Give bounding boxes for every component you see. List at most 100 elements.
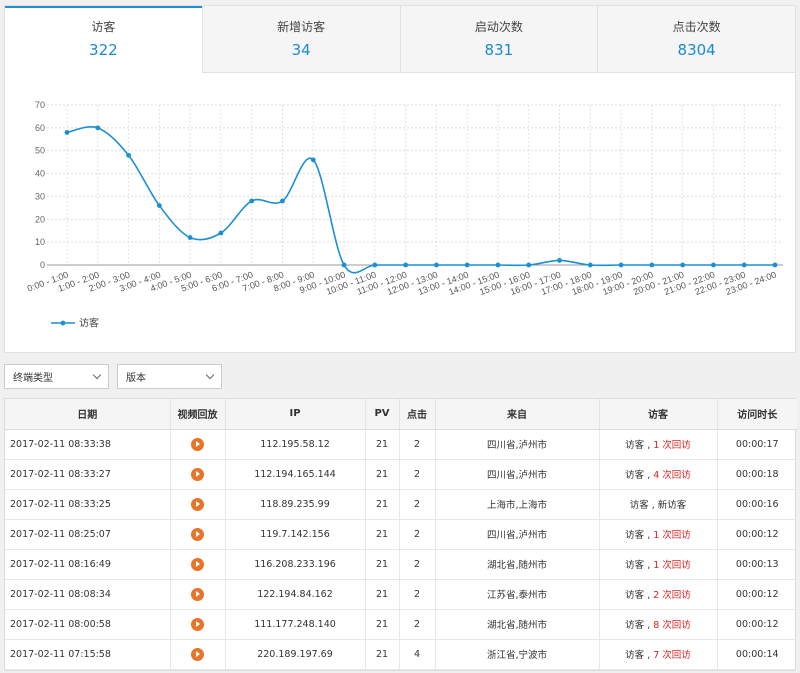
visitor-type: 访客 , [625, 470, 654, 481]
cell-clicks: 2 [399, 519, 436, 550]
cell-pv: 21 [365, 639, 400, 670]
cell-clicks: 2 [399, 579, 436, 610]
play-icon[interactable] [191, 557, 204, 571]
cell-from: 上海市,上海市 [435, 489, 600, 520]
tab-visitors[interactable]: 访客 322 [5, 6, 202, 73]
visitor-type: 访客 , [625, 530, 654, 541]
table-row: 2017-02-11 08:33:38 112.195.58.12 21 2 四… [5, 429, 797, 460]
cell-duration: 00:00:18 [717, 459, 797, 490]
cell-visitor: 访客 , 1 次回访 [599, 519, 718, 550]
cell-pv: 21 [365, 459, 400, 490]
data-point [464, 262, 470, 268]
data-point [649, 262, 655, 268]
cell-from: 四川省,泸州市 [435, 459, 600, 490]
cell-from: 四川省,泸州市 [435, 519, 600, 550]
cell-duration: 00:00:12 [717, 579, 797, 610]
cell-ip: 111.177.248.140 [225, 609, 366, 640]
cell-pv: 21 [365, 609, 400, 640]
return-visits: 1 次回访 [653, 440, 691, 451]
return-visits: 1 次回访 [653, 530, 691, 541]
tab-label: 访客 [91, 20, 116, 34]
cell-pv: 21 [365, 549, 400, 580]
tab-launches[interactable]: 启动次数 831 [399, 6, 598, 73]
play-icon[interactable] [191, 497, 204, 511]
chevron-down-icon [92, 370, 102, 380]
data-point [156, 203, 162, 208]
cell-clicks: 2 [399, 489, 436, 520]
header-from[interactable]: 来自 [435, 399, 600, 430]
cell-replay [170, 429, 226, 460]
cell-clicks: 2 [399, 549, 436, 580]
data-point [249, 198, 255, 204]
header-visitor[interactable]: 访客 [599, 399, 718, 430]
return-visits: 4 次回访 [653, 470, 691, 481]
cell-replay [170, 459, 226, 490]
data-point [403, 262, 409, 268]
cell-pv: 21 [365, 429, 400, 460]
tab-value: 831 [484, 41, 514, 59]
play-icon[interactable] [191, 467, 204, 481]
tab-clicks[interactable]: 点击次数 8304 [597, 6, 795, 73]
cell-clicks: 4 [399, 639, 436, 670]
cell-ip: 220.189.197.69 [225, 639, 366, 670]
cell-ip: 116.208.233.196 [225, 549, 366, 580]
data-point [526, 262, 532, 268]
filter-bar: 终端类型 版本 [4, 364, 222, 389]
terminal-type-select[interactable]: 终端类型 [4, 364, 109, 389]
cell-replay [170, 609, 226, 640]
table-row: 2017-02-11 08:00:58 111.177.248.140 21 2… [5, 609, 797, 640]
cell-date: 2017-02-11 08:33:38 [5, 429, 171, 460]
play-icon[interactable] [191, 617, 204, 631]
play-icon[interactable] [191, 437, 204, 451]
data-point [557, 258, 562, 263]
cell-date: 2017-02-11 08:00:58 [5, 609, 171, 640]
tab-new-visitors[interactable]: 新增访客 34 [201, 6, 400, 73]
table-row: 2017-02-11 08:08:34 122.194.84.162 21 2 … [5, 579, 797, 610]
cell-visitor: 访客 , 7 次回访 [599, 639, 718, 670]
play-icon[interactable] [191, 647, 204, 661]
cell-visitor: 访客 , 2 次回访 [599, 579, 718, 610]
data-point [587, 262, 593, 268]
tab-value: 8304 [677, 41, 716, 59]
play-icon[interactable] [191, 527, 204, 541]
data-point [741, 262, 747, 268]
y-tick-label: 60 [35, 123, 45, 133]
tab-label: 点击次数 [672, 20, 721, 34]
cell-ip: 112.194.165.144 [225, 459, 366, 490]
cell-date: 2017-02-11 08:16:49 [5, 549, 171, 580]
data-point [495, 262, 501, 268]
cell-visitor: 访客 , 1 次回访 [599, 549, 718, 580]
cell-date: 2017-02-11 08:33:27 [5, 459, 171, 490]
table-row: 2017-02-11 07:15:58 220.189.197.69 21 4 … [5, 639, 797, 670]
cell-date: 2017-02-11 07:15:58 [5, 639, 171, 670]
header-replay[interactable]: 视频回放 [170, 399, 226, 430]
cell-ip: 112.195.58.12 [225, 429, 366, 460]
header-duration[interactable]: 访问时长 [717, 399, 797, 430]
cell-clicks: 2 [399, 429, 436, 460]
header-pv[interactable]: PV [365, 399, 400, 430]
legend-marker [60, 320, 66, 326]
cell-clicks: 2 [399, 459, 436, 490]
cell-clicks: 2 [399, 609, 436, 640]
cell-from: 浙江省,宁波市 [435, 639, 600, 670]
header-date[interactable]: 日期 [5, 399, 171, 430]
cell-replay [170, 489, 226, 520]
visitor-type: 访客 , 新访客 [629, 500, 687, 511]
y-tick-label: 10 [35, 237, 45, 247]
visitor-type: 访客 , [625, 560, 654, 571]
y-tick-label: 50 [35, 146, 45, 156]
data-point [310, 157, 316, 163]
play-icon[interactable] [191, 587, 204, 601]
header-clicks[interactable]: 点击 [399, 399, 436, 430]
cell-pv: 21 [365, 519, 400, 550]
header-ip[interactable]: IP [225, 399, 366, 430]
tab-value: 322 [89, 41, 118, 59]
table-header-row: 日期 视频回放 IP PV 点击 来自 访客 访问时长 [5, 399, 797, 430]
cell-date: 2017-02-11 08:08:34 [5, 579, 171, 610]
cell-duration: 00:00:17 [717, 429, 797, 460]
series-line-visitors [66, 126, 775, 274]
y-tick-label: 0 [40, 260, 45, 270]
version-select[interactable]: 版本 [117, 364, 222, 389]
return-visits: 7 次回访 [653, 650, 691, 661]
